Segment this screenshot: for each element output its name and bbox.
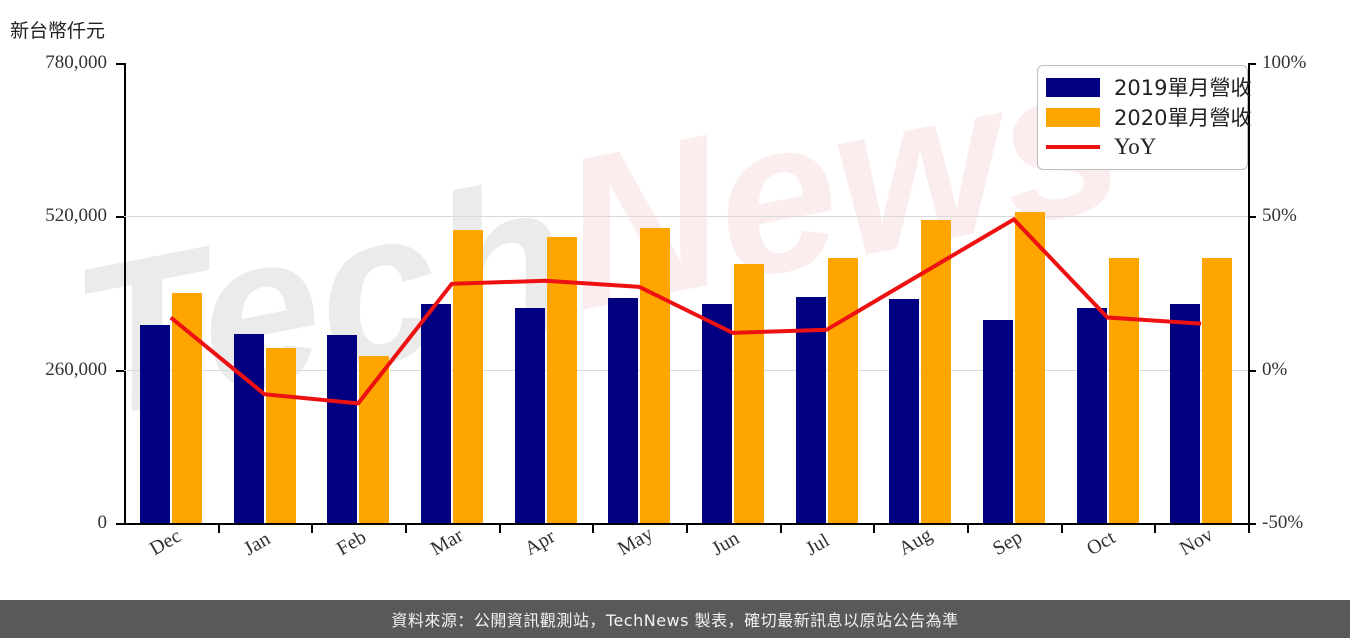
x-axis-tick-label: Jul <box>801 529 833 561</box>
left-axis-tick-label: 520,000 <box>45 205 107 227</box>
bar-2019 <box>139 325 170 523</box>
x-axis-tick-label: May <box>614 522 657 561</box>
left-axis-tick <box>116 63 124 65</box>
bar-2020 <box>733 263 764 523</box>
bar-2020 <box>265 347 296 523</box>
legend-item-yoy[interactable]: YoY <box>1046 132 1239 162</box>
bar-2020 <box>1202 257 1233 523</box>
y-axis-unit-label: 新台幣仟元 <box>10 20 106 42</box>
bar-2019 <box>420 303 451 523</box>
x-axis-tick-label: Oct <box>1082 526 1119 561</box>
bar-series-group <box>124 63 1248 523</box>
legend-label-2020: 2020單月營收 <box>1114 106 1252 130</box>
x-axis-tick <box>1248 523 1250 533</box>
legend-swatch-2019-icon <box>1046 77 1100 97</box>
gridline <box>124 216 1248 218</box>
legend-item-2019[interactable]: 2019單月營收 <box>1046 72 1251 102</box>
right-axis-line <box>1248 63 1250 523</box>
left-axis-tick <box>116 369 124 372</box>
x-axis-tick-label: Feb <box>333 526 371 561</box>
x-axis-tick-label: Jan <box>239 527 274 561</box>
legend-item-2020[interactable]: 2020單月營收 <box>1046 102 1251 132</box>
x-axis-tick-label: Apr <box>520 525 559 561</box>
right-axis-tick-label: 50% <box>1262 205 1297 227</box>
left-axis-tick <box>116 216 124 219</box>
bar-2019 <box>608 297 639 523</box>
bar-2019 <box>514 307 545 523</box>
bar-2019 <box>327 335 358 523</box>
x-axis-tick-label: Nov <box>1176 523 1217 561</box>
footer-source-text: 資料來源：公開資訊觀測站，TechNews 製表，確切最新訊息以原站公告為準 <box>391 611 959 630</box>
bar-2019 <box>701 303 732 523</box>
x-axis-tick <box>686 523 688 533</box>
plot-area <box>116 63 1256 533</box>
bar-2019 <box>889 298 920 523</box>
gridline <box>124 369 1248 371</box>
legend-swatch-yoy-icon <box>1046 145 1100 149</box>
bar-2019 <box>982 319 1013 523</box>
x-axis-tick-label: Aug <box>895 523 936 561</box>
legend-swatch-2020-icon <box>1046 107 1100 127</box>
legend-label-yoy: YoY <box>1114 134 1157 159</box>
x-axis-tick-label: Jun <box>707 527 743 561</box>
right-axis-tick <box>1248 369 1256 372</box>
x-axis-tick <box>779 523 782 533</box>
right-axis-tick <box>1248 63 1256 65</box>
x-axis-tick-label: Mar <box>426 524 467 561</box>
right-axis-tick-label: 100% <box>1262 52 1307 73</box>
bar-2020 <box>1014 211 1045 523</box>
x-axis-tick <box>498 523 501 533</box>
x-axis-tick <box>405 523 407 533</box>
x-axis-tick-label: Sep <box>988 526 1026 561</box>
x-axis-tick <box>311 523 314 533</box>
bar-2020 <box>452 229 483 523</box>
bar-2019 <box>795 297 826 523</box>
bar-2020 <box>1108 257 1139 523</box>
footer-bar: 資料來源：公開資訊觀測站，TechNews 製表，確切最新訊息以原站公告為準 <box>0 600 1350 638</box>
x-axis-tick <box>967 523 969 533</box>
left-axis-tick-label: 780,000 <box>45 52 107 73</box>
yoy-polyline <box>169 216 1202 406</box>
x-axis-tick <box>592 523 595 533</box>
yoy-line-series <box>169 216 1202 406</box>
x-axis-tick <box>873 523 876 533</box>
x-axis-tick-label: Dec <box>145 524 185 561</box>
bar-2020 <box>827 257 858 523</box>
x-axis-tick <box>1060 523 1063 533</box>
bar-2020 <box>640 228 671 523</box>
left-axis-tick-label: 260,000 <box>45 358 107 380</box>
left-axis-line <box>124 63 126 523</box>
legend-box: 2019單月營收 2020單月營收 YoY <box>1037 65 1251 170</box>
legend-label-2019: 2019單月營收 <box>1114 76 1252 100</box>
left-axis-tick <box>116 523 124 525</box>
right-axis-tick-label: 0% <box>1262 358 1288 380</box>
right-axis-tick <box>1248 523 1256 525</box>
left-axis-tick-label: 0 <box>97 512 108 533</box>
right-axis-tick-label: -50% <box>1262 512 1304 533</box>
bar-2019 <box>1076 307 1107 523</box>
bar-2019 <box>1170 303 1201 523</box>
x-axis-tick <box>217 523 220 533</box>
bar-2019 <box>233 334 264 523</box>
bar-2020 <box>546 236 577 523</box>
right-axis-tick <box>1248 216 1256 219</box>
x-axis-tick <box>1154 523 1157 533</box>
